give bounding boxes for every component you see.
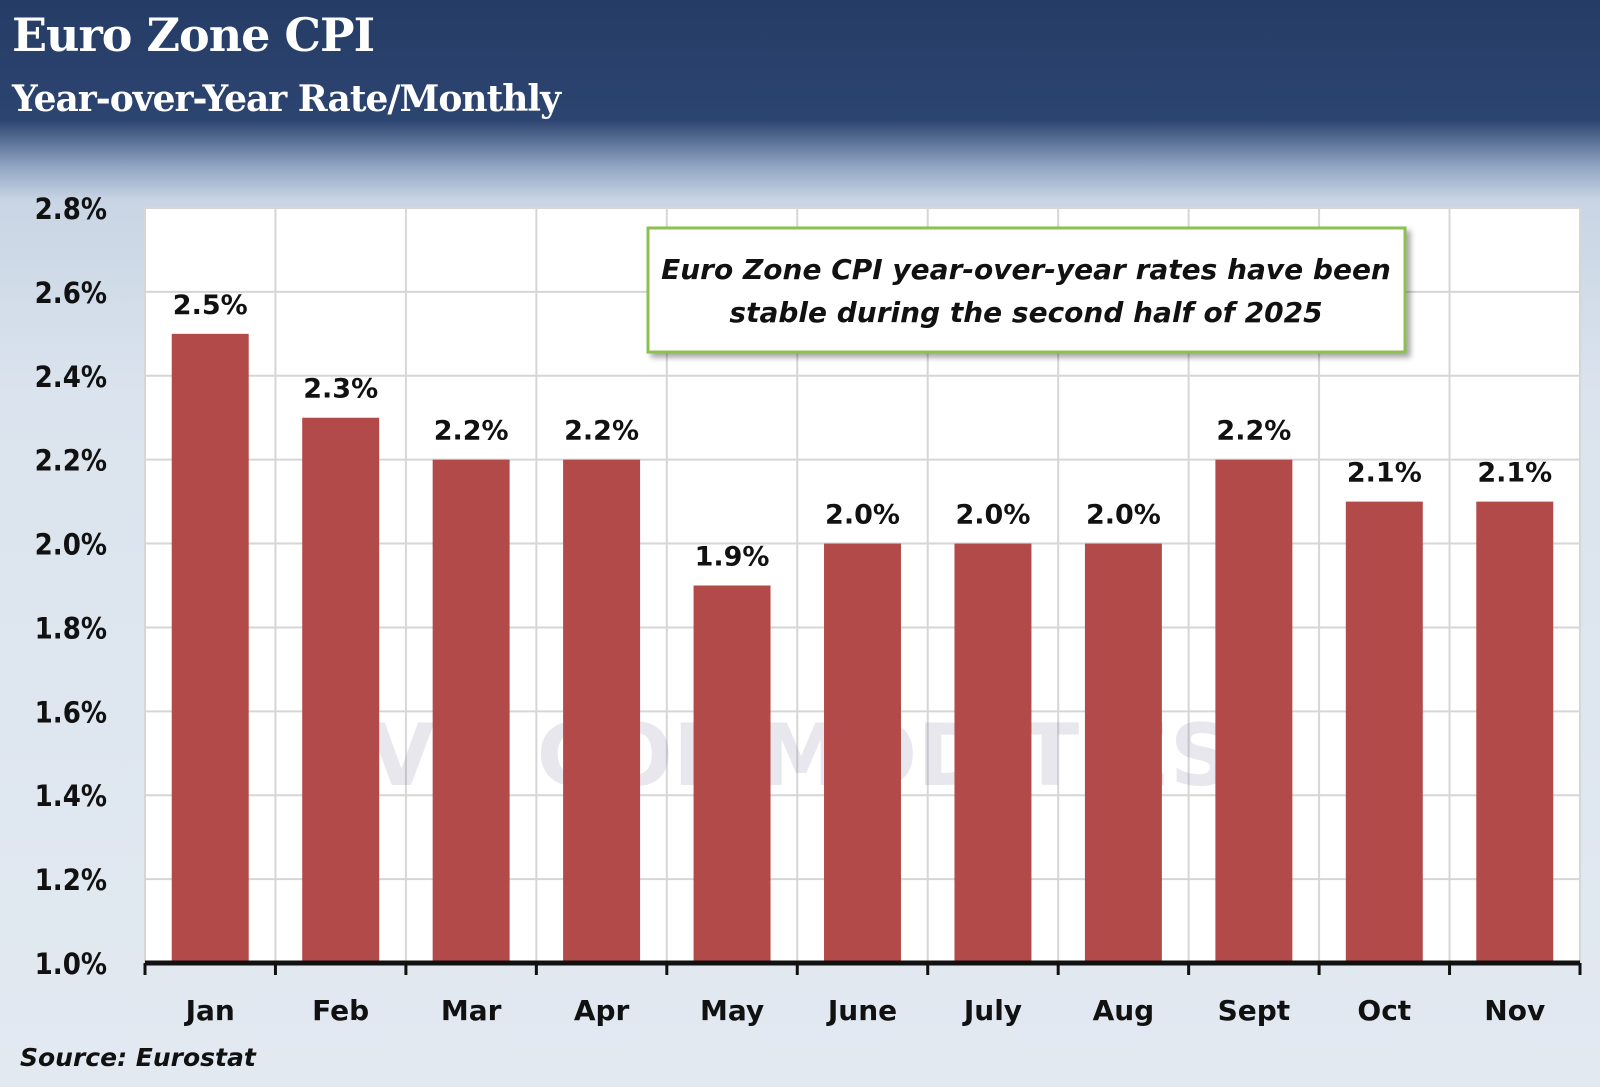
data-label: 2.1% (1347, 458, 1422, 489)
y-tick-label: 2.4% (35, 360, 107, 394)
x-tick-label: Jan (184, 994, 235, 1027)
x-tick-label: July (962, 994, 1022, 1027)
bar-oct (1345, 501, 1423, 963)
data-label: 2.0% (956, 500, 1031, 531)
x-tick-label: Apr (574, 994, 630, 1027)
bar-nov (1476, 501, 1554, 963)
data-label: 2.1% (1477, 458, 1552, 489)
data-label: 2.3% (303, 374, 378, 405)
data-label: 2.5% (173, 290, 248, 321)
y-tick-label: 2.2% (35, 444, 107, 478)
bar-june (824, 543, 901, 963)
data-label: 2.2% (434, 416, 509, 447)
bar-mar (432, 459, 510, 963)
source-note: Source: Eurostat (20, 1043, 256, 1072)
y-tick-label: 1.8% (35, 611, 107, 645)
x-tick-label: May (700, 994, 764, 1027)
y-tick-label: 2.0% (35, 528, 107, 562)
y-tick-label: 1.4% (35, 779, 107, 813)
y-tick-label: 2.6% (35, 276, 107, 310)
x-tick-label: Nov (1484, 994, 1545, 1027)
chart-title: Euro Zone CPI (12, 8, 375, 62)
x-tick-label: Feb (312, 994, 369, 1027)
x-tick-label: Mar (441, 994, 502, 1027)
annotation-box (646, 226, 1407, 354)
bar-aug (1084, 543, 1162, 963)
x-tick-label: Sept (1218, 994, 1291, 1027)
annotation-text: Euro Zone CPI year-over-year rates have … (661, 253, 1391, 286)
bar-feb (302, 417, 380, 963)
data-label: 2.2% (564, 416, 639, 447)
data-label: 2.2% (1216, 416, 1291, 447)
x-tick-label: Aug (1093, 994, 1155, 1027)
chart-subtitle: Year-over-Year Rate/Monthly (12, 78, 561, 120)
data-label: 2.0% (1086, 500, 1161, 531)
annotation-text: stable during the second half of 2025 (729, 296, 1322, 329)
data-label: 2.0% (825, 500, 900, 531)
y-tick-label: 1.2% (35, 863, 107, 897)
y-tick-label: 2.8% (35, 192, 107, 226)
bar-may (693, 585, 771, 963)
bar-jan (171, 333, 249, 963)
bar-sept (1215, 459, 1293, 963)
y-tick-label: 1.0% (35, 947, 107, 981)
x-tick-label: Oct (1357, 994, 1411, 1027)
bar-july (954, 543, 1032, 963)
bar-apr (563, 459, 641, 963)
y-tick-label: 1.6% (35, 695, 107, 729)
data-label: 1.9% (695, 542, 770, 573)
x-tick-label: June (826, 994, 897, 1027)
